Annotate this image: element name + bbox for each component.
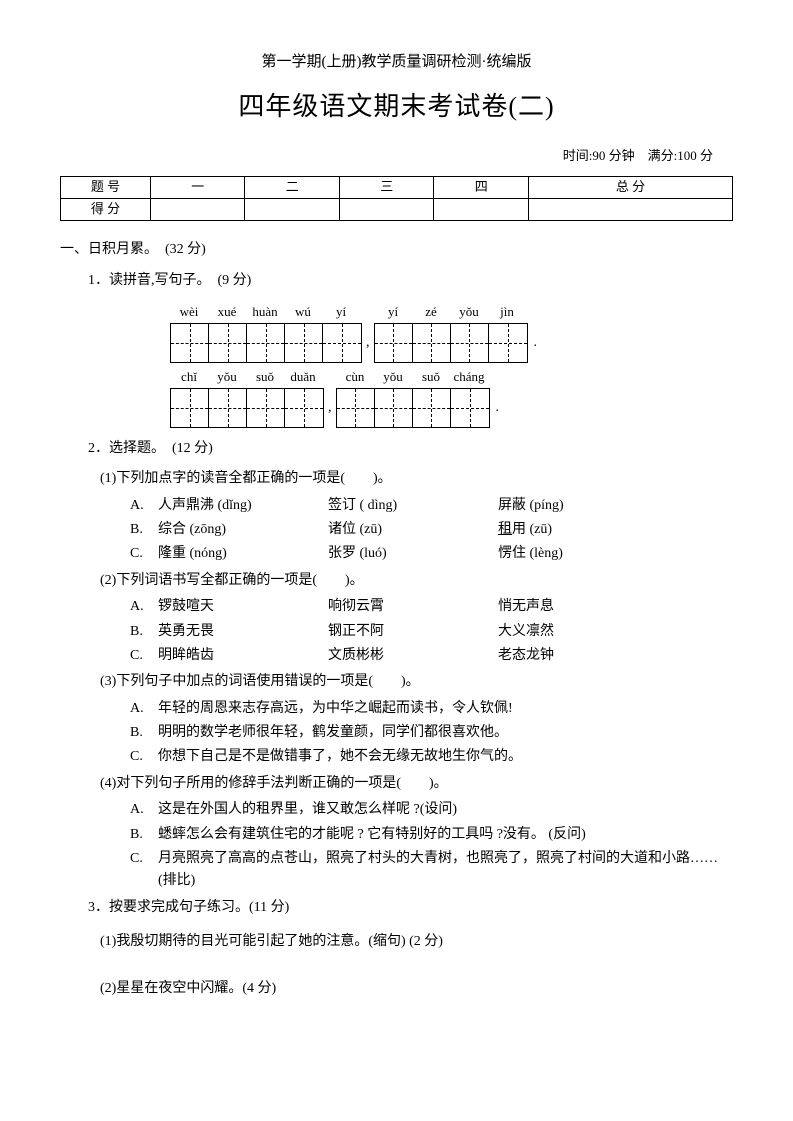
cell: 得 分 [61, 199, 151, 221]
comma: , [366, 332, 370, 354]
grid-cell [285, 324, 323, 362]
grid-cell [247, 389, 285, 427]
q2-sq3-options: A. 年轻的周恩来志存高远，为中华之崛起而读书，令人钦佩! B. 明明的数学老师… [130, 698, 733, 769]
pinyin-grids: wèi xué huàn wú yí yí zé yǒu jìn , [170, 302, 733, 428]
cell: 三 [339, 177, 433, 199]
cell: 四 [434, 177, 528, 199]
grid-box [170, 323, 362, 363]
grid-cell [171, 389, 209, 427]
grid-cell [209, 389, 247, 427]
cell [245, 199, 339, 221]
q2-sq2: (2)下列词语书写全都正确的一项是( )。 [100, 570, 733, 592]
pinyin-row2: chǐ yǒu suǒ duǎn cùn yǒu suǒ cháng [170, 367, 733, 388]
grid-row-1: , . [170, 323, 733, 363]
q1-label: 1．读拼音,写句子。 (9 分) [88, 270, 733, 292]
period: . [496, 397, 500, 419]
grid-cell [285, 389, 323, 427]
header-subtitle: 第一学期(上册)教学质量调研检测·统编版 [60, 50, 733, 74]
grid-cell [171, 324, 209, 362]
grid-cell [375, 389, 413, 427]
q2-label: 2．选择题。 (12 分) [88, 438, 733, 460]
q2-sq1: (1)下列加点字的读音全都正确的一项是( )。 [100, 468, 733, 490]
grid-row-2: , . [170, 388, 733, 428]
cell [339, 199, 433, 221]
q2-sq3: (3)下列句子中加点的词语使用错误的一项是( )。 [100, 671, 733, 693]
cell: 总 分 [528, 177, 732, 199]
q3-sq1: (1)我殷切期待的目光可能引起了她的注意。(缩句) (2 分) [100, 931, 733, 953]
grid-box [336, 388, 490, 428]
q2-sq1-options: A. 人声鼎沸 (dǐng) 签订 ( dìng) 屏蔽 (píng) B. 综… [130, 495, 733, 566]
cell [151, 199, 245, 221]
grid-cell [413, 324, 451, 362]
grid-cell [413, 389, 451, 427]
grid-cell [323, 324, 361, 362]
grid-cell [209, 324, 247, 362]
grid-cell [337, 389, 375, 427]
score-table: 题 号 一 二 三 四 总 分 得 分 [60, 176, 733, 221]
q2-sq2-options: A. 锣鼓喧天 响彻云霄 悄无声息 B. 英勇无畏 钢正不阿 大义凛然 C. 明… [130, 596, 733, 667]
table-row: 题 号 一 二 三 四 总 分 [61, 177, 733, 199]
time-and-score: 时间:90 分钟 满分:100 分 [60, 146, 733, 167]
cell [434, 199, 528, 221]
grid-cell [247, 324, 285, 362]
period: . [534, 332, 538, 354]
cell: 题 号 [61, 177, 151, 199]
q3-sq2: (2)星星在夜空中闪耀。(4 分) [100, 978, 733, 1000]
comma: , [328, 397, 332, 419]
q2-sq4-options: A. 这是在外国人的租界里，谁又敢怎么样呢 ?(设问) B. 蟋蟀怎么会有建筑住… [130, 799, 733, 893]
pinyin-row1: wèi xué huàn wú yí yí zé yǒu jìn [170, 302, 733, 323]
q2-sq4: (4)对下列句子所用的修辞手法判断正确的一项是( )。 [100, 773, 733, 795]
grid-box [170, 388, 324, 428]
grid-cell [489, 324, 527, 362]
grid-cell [375, 324, 413, 362]
grid-cell [451, 324, 489, 362]
cell: 二 [245, 177, 339, 199]
section-1-title: 一、日积月累。 (32 分) [60, 239, 733, 261]
grid-cell [451, 389, 489, 427]
header-title: 四年级语文期末考试卷(二) [60, 86, 733, 128]
q3-label: 3．按要求完成句子练习。(11 分) [88, 897, 733, 919]
cell [528, 199, 732, 221]
grid-box [374, 323, 528, 363]
cell: 一 [151, 177, 245, 199]
table-row: 得 分 [61, 199, 733, 221]
